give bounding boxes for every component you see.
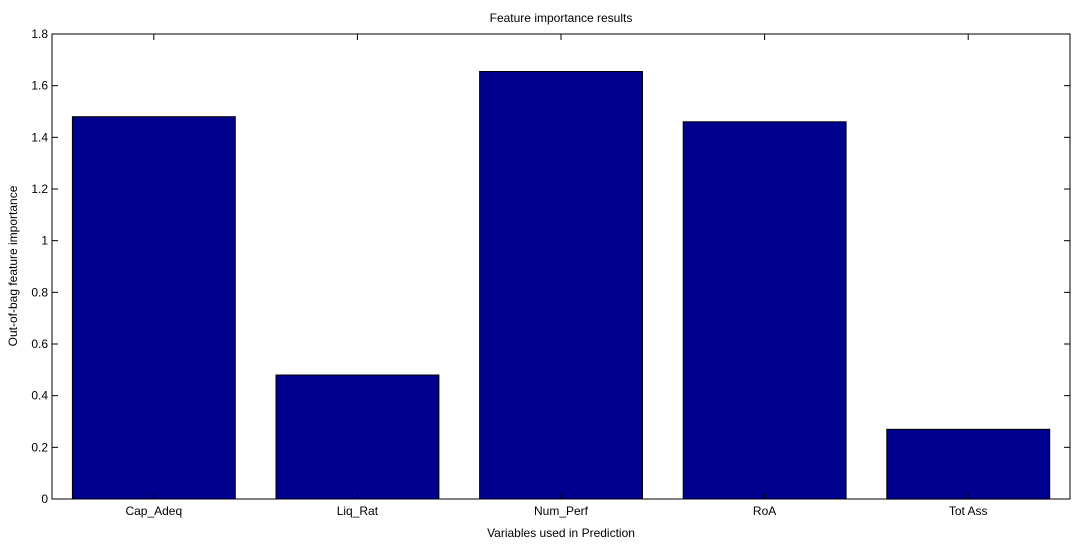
x-tick-label: Tot Ass [949, 504, 988, 518]
y-tick-label: 0.8 [31, 285, 48, 299]
x-tick-label: RoA [753, 504, 776, 518]
bar-roa [682, 121, 847, 500]
y-tick-label: 1.4 [31, 130, 48, 144]
y-tick-label: 1.6 [31, 79, 48, 93]
x-tick-label: Num_Perf [534, 504, 589, 518]
y-axis-label: Out-of-bag feature importance [6, 185, 20, 346]
axis-ticks [52, 33, 1070, 500]
x-tick-labels: Cap_Adeq Liq_Rat Num_Perf RoA Tot Ass [125, 504, 987, 518]
bar-cap-adeq [71, 116, 236, 500]
bar-liq-rat [275, 374, 440, 500]
y-tick-label: 1.8 [31, 27, 48, 41]
y-tick-label: 1.2 [31, 182, 48, 196]
y-tick-label: 0.2 [31, 440, 48, 454]
axes-box [51, 33, 1071, 500]
y-tick-label: 0.4 [31, 389, 48, 403]
chart-title: Feature importance results [490, 11, 633, 25]
y-tick-label: 0 [41, 492, 48, 506]
bar-num-perf [479, 71, 643, 500]
y-tick-labels: 0 0.2 0.4 0.6 0.8 1 1.2 1.4 1.6 1.8 [31, 27, 48, 506]
y-tick-label: 0.6 [31, 337, 48, 351]
x-tick-label: Cap_Adeq [125, 504, 182, 518]
y-tick-label: 1 [41, 234, 48, 248]
bar-tot-ass [886, 428, 1051, 500]
bars [71, 71, 1051, 500]
x-axis-label: Variables used in Prediction [487, 526, 635, 540]
x-tick-label: Liq_Rat [337, 504, 379, 518]
